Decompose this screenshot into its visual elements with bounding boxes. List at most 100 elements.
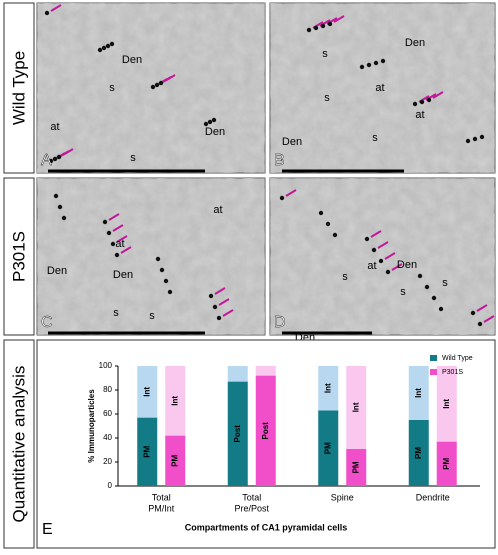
arrow	[384, 252, 396, 260]
bar-segment	[318, 410, 339, 486]
structure-label: s	[442, 277, 448, 289]
row-label: Wild Type	[9, 51, 28, 125]
bar-segment	[436, 366, 457, 442]
segment-label: PM	[414, 447, 423, 459]
arrow	[164, 74, 176, 82]
arrow	[377, 241, 389, 249]
arrow	[370, 230, 382, 238]
structure-label: at	[115, 238, 124, 250]
arrow	[333, 15, 345, 23]
bar-segment	[227, 366, 248, 382]
legend-label: P301S	[442, 369, 463, 376]
arrow	[222, 309, 234, 317]
y-tick-label: 60	[103, 409, 112, 418]
gold-particle	[150, 84, 156, 90]
gold-particle	[366, 62, 372, 68]
structure-label: s	[322, 48, 328, 60]
gold-particle	[332, 232, 338, 238]
x-tick-label: Total	[152, 492, 171, 502]
gold-particle	[325, 221, 331, 227]
row-label-box	[3, 339, 35, 549]
structure-label: Den	[113, 269, 133, 281]
legend-label: Wild Type	[442, 355, 473, 362]
arrow	[50, 4, 62, 12]
gold-particle	[44, 10, 50, 16]
gold-particle	[48, 158, 54, 164]
bar-segment	[408, 366, 429, 420]
row-label-box	[3, 2, 35, 174]
arrow	[108, 213, 120, 221]
gold-particle	[109, 41, 115, 47]
gold-particle	[158, 80, 164, 86]
arrow	[391, 263, 403, 271]
gold-particle	[426, 97, 432, 103]
structure-label: Den	[47, 265, 67, 277]
segment-label: PM	[351, 461, 360, 473]
y-tick-label: 80	[103, 385, 112, 394]
bar-segment	[137, 366, 158, 418]
gold-particle	[57, 204, 63, 210]
gold-particle	[212, 304, 218, 310]
x-tick-label: PM/Int	[148, 503, 175, 513]
gold-particle	[424, 284, 430, 290]
gold-particle	[318, 210, 324, 216]
bar-segment	[255, 375, 276, 486]
gold-particle	[385, 269, 391, 275]
micrograph-texture	[37, 178, 265, 335]
structure-label: s	[372, 132, 378, 144]
panel-letter: D	[274, 314, 286, 331]
bar-segment	[227, 381, 248, 486]
row-label: P301S	[9, 231, 28, 282]
gold-particle	[110, 241, 116, 247]
segment-label: Int	[351, 402, 360, 412]
structure-label: s	[324, 92, 330, 104]
gold-particle	[101, 45, 107, 51]
structure-label: s	[113, 307, 119, 319]
structure-label: Den	[397, 259, 417, 271]
arrow	[112, 224, 124, 232]
arrow	[483, 315, 495, 323]
segment-label: Int	[414, 388, 423, 398]
gold-particle	[207, 119, 213, 125]
gold-particle	[364, 236, 370, 242]
gold-particle	[327, 21, 333, 27]
gold-particle	[431, 295, 437, 301]
gold-particle	[378, 258, 384, 264]
panel-letter: E	[42, 521, 53, 538]
x-tick-label: Dendrite	[416, 492, 450, 502]
bar-segment	[408, 420, 429, 486]
bar-segment	[436, 441, 457, 486]
gold-particle	[106, 230, 112, 236]
gold-particle	[163, 278, 169, 284]
segment-label: Post	[233, 425, 242, 443]
gold-particle	[167, 289, 173, 295]
row-label-box	[3, 177, 35, 336]
gold-particle	[380, 58, 386, 64]
arrow	[116, 235, 128, 243]
structure-label: s	[149, 310, 155, 322]
gold-particle	[417, 273, 423, 279]
gold-particle	[306, 27, 312, 33]
gold-particle	[472, 136, 478, 142]
gold-particle	[279, 195, 285, 201]
gold-particle	[114, 252, 120, 258]
gold-particle	[203, 121, 209, 127]
bar-segment	[346, 366, 367, 449]
gold-particle	[52, 156, 58, 162]
gold-particle	[465, 138, 471, 144]
y-tick-label: 20	[103, 457, 112, 466]
y-axis-label: % Immunoparticles	[87, 389, 96, 463]
panel-letter: C	[41, 314, 53, 331]
structure-label: Den	[122, 54, 142, 66]
arrow	[62, 148, 74, 156]
gold-particle	[208, 293, 214, 299]
gold-particle	[419, 99, 425, 105]
segment-label: Int	[170, 396, 179, 406]
y-tick-label: 0	[108, 481, 113, 490]
segment-label: Int	[323, 383, 332, 393]
segment-label: PM	[142, 445, 151, 457]
structure-label: at	[213, 204, 222, 216]
arrow	[285, 189, 297, 197]
arrow	[432, 91, 444, 99]
